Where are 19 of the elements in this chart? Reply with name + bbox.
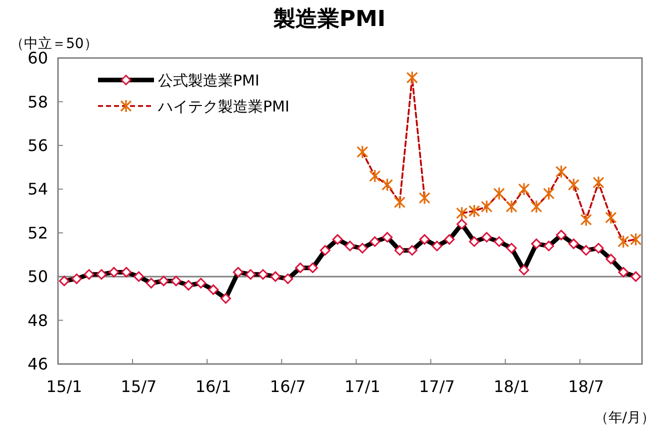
y-tick-label: 56	[28, 136, 48, 156]
y-tick-label: 50	[28, 267, 48, 286]
y-tick-label: 52	[28, 223, 48, 242]
legend-label: 公式製造業PMI	[158, 71, 260, 90]
y-tick-label: 58	[28, 92, 48, 112]
y-tick-label: 54	[28, 180, 48, 199]
x-tick-label: 18/7	[568, 377, 604, 396]
x-tick-label: 15/7	[120, 377, 157, 396]
x-tick-label: 16/1	[195, 377, 232, 396]
text: （年/月）	[594, 410, 655, 426]
x-tick-label: 17/1	[344, 377, 380, 396]
legend-label: ハイテク製造業PMI	[157, 97, 290, 116]
y-tick-label: 46	[28, 354, 48, 374]
x-tick-label: 15/1	[46, 377, 82, 396]
x-tick-label: 16/7	[270, 377, 306, 396]
y-tick-label: 48	[28, 310, 48, 330]
chart-title: 製造業PMI	[272, 7, 386, 32]
x-tick-label: 18/1	[494, 377, 530, 396]
x-tick-label: 17/7	[419, 377, 455, 396]
